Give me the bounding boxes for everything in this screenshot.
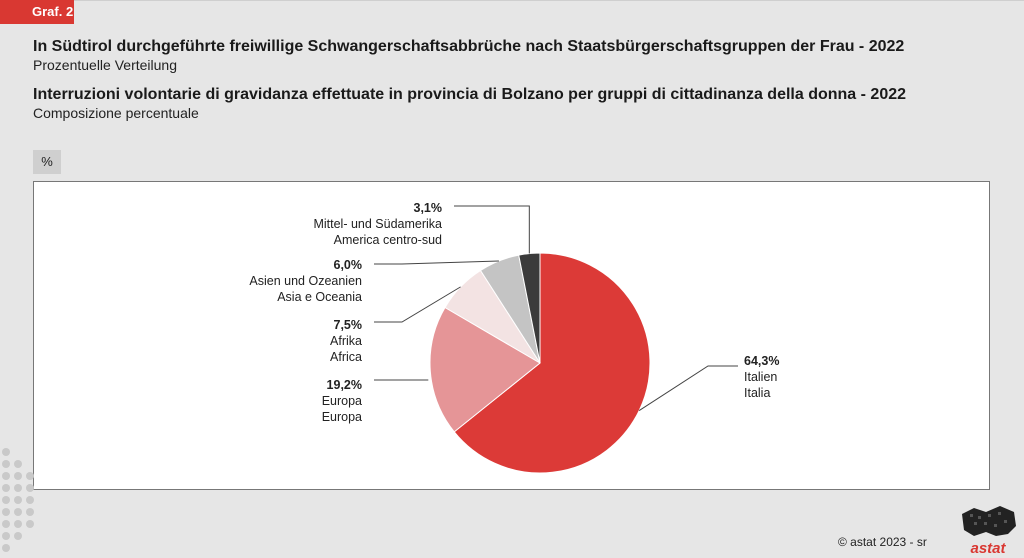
slice-label-german: Italien bbox=[744, 370, 777, 384]
header-rule bbox=[74, 0, 1024, 24]
pie-slice-europa bbox=[429, 306, 541, 433]
pie-chart: 64,3% Italien Italia 19,2% Europa Europa 7,5% A… bbox=[249, 201, 779, 474]
slice-label-german: Europa bbox=[322, 394, 362, 408]
slice-value-label: 3,1% bbox=[414, 201, 443, 215]
slice-label-italian: Asia e Oceania bbox=[277, 290, 362, 304]
leader-line bbox=[454, 205, 530, 254]
svg-text:astat: astat bbox=[970, 540, 1006, 556]
slice-value-label: 64,3% bbox=[744, 354, 779, 368]
slice-label-german: Mittel- und Südamerika bbox=[313, 217, 442, 231]
leader-line bbox=[374, 260, 499, 265]
astat-logo: astat bbox=[962, 506, 1016, 556]
slice-label-italian: America centro-sud bbox=[334, 233, 442, 247]
title-german: In Südtirol durchgeführte freiwillige Sc… bbox=[33, 38, 905, 55]
slice-label-italian: Africa bbox=[330, 350, 362, 364]
pie-slice-italien bbox=[453, 252, 651, 474]
title-italian: Interruzioni volontarie di gravidanza ef… bbox=[33, 86, 907, 103]
pie-slice-mittel-und-s-damerika bbox=[518, 252, 541, 364]
plot-area: 64,3% Italien Italia 19,2% Europa Europa 7,5% A… bbox=[33, 181, 990, 490]
slice-value-label: 6,0% bbox=[334, 258, 363, 272]
slice-label-german: Afrika bbox=[330, 334, 362, 348]
slice-label-german: Asien und Ozeanien bbox=[249, 274, 362, 288]
subtitle-italian: Composizione percentuale bbox=[33, 105, 199, 121]
unit-label: % bbox=[33, 150, 61, 174]
leader-line bbox=[374, 286, 461, 323]
chart-number-badge: Graf. 2 bbox=[0, 0, 74, 24]
slice-value-label: 7,5% bbox=[334, 318, 363, 332]
decorative-dots bbox=[2, 448, 34, 552]
slice-value-label: 19,2% bbox=[327, 378, 362, 392]
leader-line bbox=[638, 365, 738, 411]
slice-label-italian: Europa bbox=[322, 410, 362, 424]
slice-label-italian: Italia bbox=[744, 386, 770, 400]
subtitle-german: Prozentuelle Verteilung bbox=[33, 57, 177, 73]
copyright-text: © astat 2023 - sr bbox=[838, 535, 927, 549]
